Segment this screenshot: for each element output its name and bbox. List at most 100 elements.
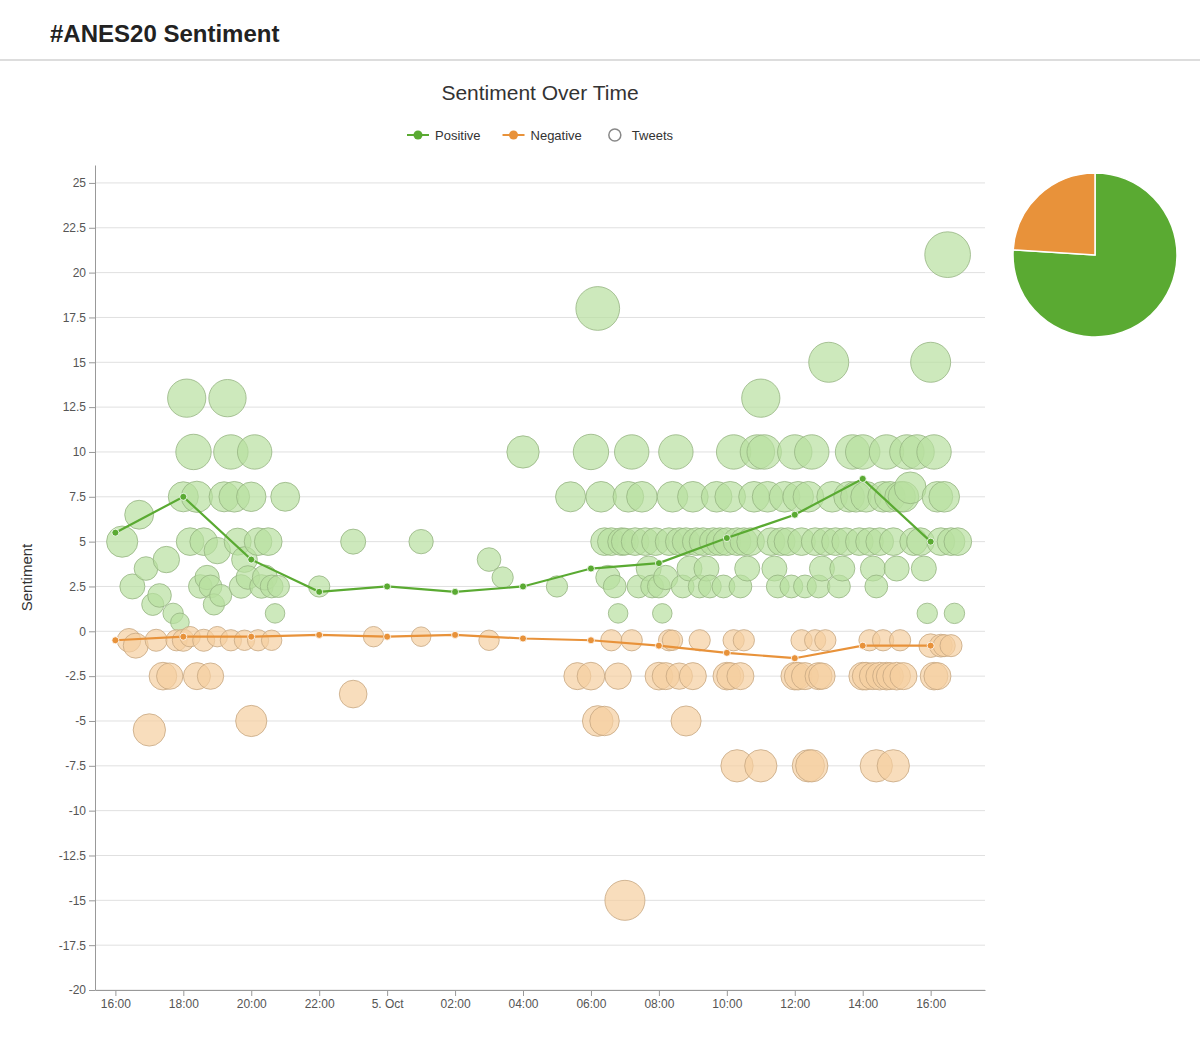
x-tick-label: 02:00 [441,997,471,1011]
bubble [237,435,271,469]
line-marker [452,631,459,638]
y-tick: -15 [69,894,95,908]
divider [0,59,1200,61]
bubble [479,630,499,650]
x-tick: 16:00 [916,990,946,1011]
y-tick: 12.5 [63,400,95,414]
y-tick-label: 10 [73,445,87,459]
pie-slice [1013,173,1095,255]
y-tick-label: -15 [69,894,87,908]
y-tick-label: 25 [73,176,87,190]
grid-line [95,720,985,721]
x-tick: 08:00 [644,990,674,1011]
bubble [339,680,367,708]
y-tick-mark [89,676,95,677]
bubble [745,750,777,782]
grid [95,183,985,990]
chart-title: Sentiment Over Time [441,81,638,104]
y-tick: -7.5 [65,759,95,773]
bubble [815,630,836,651]
bubble [153,546,179,572]
x-tick: 10:00 [712,990,742,1011]
y-tick-label: -7.5 [65,759,86,773]
bubble [627,481,658,512]
bubble [929,481,960,512]
y-tick-label: -20 [69,983,87,997]
bubble [894,472,926,504]
legend-item: Tweets [609,128,674,143]
legend-item: Positive [407,128,481,143]
bubble [615,435,649,469]
bubble [884,556,909,581]
bubble [917,603,937,623]
x-tick-mark [727,990,728,996]
bubble [586,481,617,512]
x-tick-mark [115,990,116,996]
bubble [507,436,539,468]
line-marker [316,588,323,595]
y-tick-mark [89,811,95,812]
bubble [747,435,781,469]
y-tick-mark [89,945,95,946]
y-tick-mark [89,452,95,453]
line-marker [723,649,730,656]
y-axis-title: Sentiment [18,543,35,611]
x-tick-mark [591,990,592,996]
bubble [133,714,165,746]
y-tick-label: 15 [73,356,87,370]
bubble [925,232,971,278]
line-marker [927,642,934,649]
x-tick: 22:00 [305,990,335,1011]
x-tick-label: 20:00 [237,997,267,1011]
bubble [796,750,828,782]
bubble [653,604,673,624]
x-tick: 16:00 [101,990,131,1011]
y-tick-mark [89,362,95,363]
y-tick-label: 12.5 [63,400,87,414]
line-marker [112,529,119,536]
chart-svg: #ANES20 SentimentSentiment Over Time16:0… [0,0,1200,1055]
line-marker [655,642,662,649]
bubble-series [107,232,972,632]
bubble [107,526,138,557]
legend-marker [509,131,518,140]
grid-line [95,810,985,811]
bubble [689,630,710,651]
bubble [659,435,693,469]
line-marker [859,475,866,482]
bubble [605,663,631,689]
line-marker [587,637,594,644]
y-tick-mark [89,631,95,632]
y-tick-label: 17.5 [63,311,87,325]
bubble [944,528,972,556]
line-marker [655,560,662,567]
bubble [924,663,951,690]
y-tick-mark [89,542,95,543]
bubble [742,379,780,417]
x-tick: 02:00 [441,990,471,1011]
y-tick: 20 [73,266,95,280]
bubble [605,880,645,920]
line-marker [248,556,255,563]
y-tick: 2.5 [69,580,95,594]
x-tick-mark [795,990,796,996]
line-marker [452,588,459,595]
y-tick-mark [89,990,95,991]
bubble [944,603,964,623]
bubble [679,663,706,690]
legend-marker [413,131,422,140]
x-tick-mark [659,990,660,996]
x-tick-label: 08:00 [644,997,674,1011]
line-marker [859,642,866,649]
bubble [809,342,849,382]
bubble [603,575,626,598]
x-tick: 18:00 [169,990,199,1011]
bubble [157,663,183,689]
bubble [261,630,281,650]
y-tick: 10 [73,445,95,459]
bubble [809,663,835,689]
y-tick-mark [89,317,95,318]
y-tick-mark [89,721,95,722]
x-axis: 16:0018:0020:0022:005. Oct02:0004:0006:0… [96,990,986,1011]
bubble [267,575,289,597]
